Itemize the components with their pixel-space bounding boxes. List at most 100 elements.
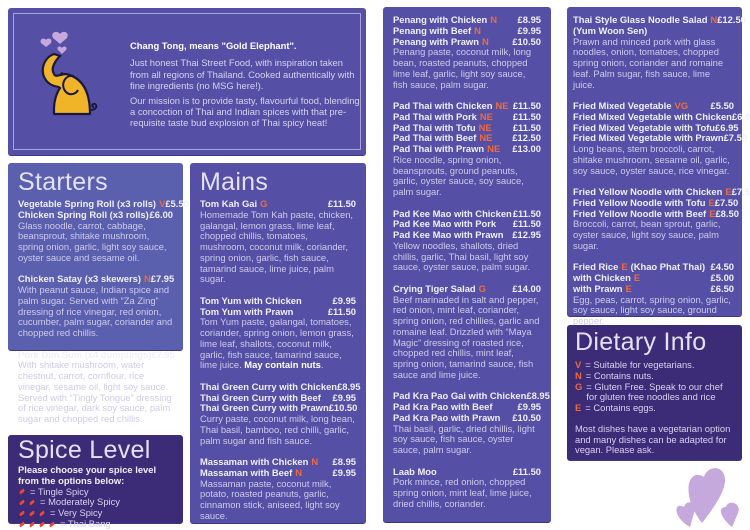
description-text: Homemade Tom Kah paste, chicken, galanga… bbox=[200, 208, 354, 285]
dish-price: £4.50 bbox=[710, 261, 734, 273]
dietary-tag: G bbox=[478, 282, 486, 294]
dish-price: £11.50 bbox=[327, 305, 356, 317]
dish-price: £10.50 bbox=[512, 411, 541, 423]
menu-item-row: with Prawn E £6.50 bbox=[573, 282, 734, 295]
menu-item: Pad Thai with Chicken NE £11.50 Pad Thai wi… bbox=[393, 100, 541, 198]
dish-price: £6.00 bbox=[149, 208, 173, 220]
description-text: Massaman paste, coconut milk, potato, ro… bbox=[200, 477, 340, 521]
dietary-tag: V bbox=[159, 198, 166, 209]
menu-item-row: Pad Kra Pao Gai with Chicken £8.95 bbox=[393, 390, 550, 402]
menu-item-row: Fried Mixed Vegetable VG £5.50 bbox=[573, 100, 734, 112]
chilli-icon: 🌶 bbox=[28, 521, 36, 528]
dish-name: Thai Style Glass Noodle Salad bbox=[573, 14, 708, 25]
dish-name: Pad Kee Mao with Pork bbox=[393, 218, 497, 230]
dietary-tag: N bbox=[490, 14, 498, 25]
dish-name: Fried Rice bbox=[573, 261, 619, 273]
menu-item-row: Penang with Beef N £9.95 bbox=[393, 25, 541, 37]
dish-price: £12.95 bbox=[512, 229, 541, 240]
menu-item-row: Massaman with Beef N £9.95 bbox=[200, 467, 356, 479]
description-text: Rice noodle, spring onion, beansprouts, … bbox=[393, 153, 524, 197]
dietary-tag: N bbox=[143, 273, 151, 285]
dish-description: Long beans, stem broccoli, carrot, shita… bbox=[573, 143, 734, 176]
dish-name: Tom Yum with Prawn bbox=[200, 305, 294, 317]
dish-name-group: Thai Green Curry with Prawn bbox=[200, 402, 329, 414]
menu-item: Laab Moo £11.50 Pork mince, red onion, cho… bbox=[393, 465, 541, 510]
dish-name: Fried Yellow Noodle with Tofu bbox=[573, 196, 706, 208]
menu-item-row: Chicken Spring Roll (x3 rolls) £6.00 bbox=[18, 208, 173, 221]
dish-name-suffix: (Khao Phat Thai) bbox=[630, 261, 706, 273]
chilli-icon: 🌶 bbox=[48, 521, 56, 528]
menu-item-row: Pad Kee Mao with Prawn £12.95 bbox=[393, 229, 541, 241]
menu-item-row: Thai Green Curry with Chicken £8.95 bbox=[200, 381, 360, 393]
dietary-key-row: N = Contains nuts. bbox=[575, 370, 734, 382]
chilli-icon: 🌶 bbox=[38, 521, 46, 528]
dietary-tag: NE bbox=[479, 132, 493, 144]
dietary-key-text: = Gluten Free. Speak to our chef for glu… bbox=[586, 380, 723, 403]
starters-panel: Starters Vegetable Spring Roll (x3 rolls… bbox=[8, 163, 189, 424]
spice-level-row: 🌶🌶 = Moderately Spicy bbox=[18, 496, 173, 508]
menu-item-row: Tom Kah Gai G £11.50 bbox=[200, 198, 356, 210]
menu-item: Tom Kah Gai G £11.50 Homemade Tom Kah paste… bbox=[200, 198, 356, 285]
menu-item: Chicken Satay (x3 skewers) N £7.95 With pea… bbox=[18, 273, 174, 339]
dietary-key-letter: G bbox=[575, 380, 583, 392]
dish-name: Pad Kra Pao with Beef bbox=[393, 401, 493, 412]
spice-label: = Tingle Spicy bbox=[30, 485, 89, 497]
dish-description: Curry paste, coconut milk, long bean, Th… bbox=[200, 413, 356, 446]
dish-name: Pad Thai with Chicken bbox=[393, 100, 493, 111]
spice-label: = Moderately Spicy bbox=[40, 496, 120, 508]
dish-price: £8.50 bbox=[715, 207, 739, 219]
dietary-note: Most dishes have a vegetarian option and… bbox=[575, 422, 731, 456]
dish-name: Pad Kra Pao with Prawn bbox=[393, 411, 501, 423]
dietary-tag: N bbox=[311, 456, 319, 467]
dish-price: £8.95 bbox=[517, 14, 541, 25]
menu-item-row: Thai Green Curry with Beef £9.95 bbox=[200, 392, 356, 404]
menu-item-row: Fried Rice E (Khao Phat Thai) £4.50 bbox=[573, 261, 734, 273]
dish-description: Glass noodle, carrot, cabbage, beansprou… bbox=[18, 220, 173, 264]
dish-price: £11.50 bbox=[512, 207, 541, 219]
menu-item-row: Fried Mixed Vegetable with Tofu £6.95 bbox=[573, 122, 739, 134]
intro-paragraph: Our mission is to provide tasty, flavour… bbox=[130, 94, 360, 129]
dietary-info-panel: Dietary Info V = Suitable for vegetarians… bbox=[567, 325, 742, 460]
dish-name: Laab Moo bbox=[393, 465, 437, 477]
dish-name-group: Thai Green Curry with Chicken bbox=[200, 381, 337, 393]
dish-description: Tom Yum paste, galangal, tomatoes, coria… bbox=[200, 316, 356, 371]
dish-name-group: Tom Yum with Prawn bbox=[200, 305, 294, 318]
dish-name: Pork Dim Sum (x4 dumplings) bbox=[18, 348, 152, 360]
dietary-key-row: E = Contains eggs. bbox=[575, 402, 734, 414]
spice-label: = Very Spicy bbox=[50, 507, 103, 518]
spice-level-row: 🌶🌶🌶= Very Spicy bbox=[18, 507, 173, 519]
dish-description: Homemade Tom Kah paste, chicken, galanga… bbox=[200, 208, 356, 285]
menu-item: Pad Kee Mao with Chicken £11.50 Pad Kee Ma… bbox=[393, 207, 541, 274]
spice-level-row: 🌶🌶🌶🌶= Thai Bang bbox=[18, 518, 173, 530]
dietary-tag: NE bbox=[478, 121, 492, 133]
description-text: Thai basil, garlic, dried chillis, light… bbox=[393, 422, 535, 455]
menu-item: Thai Style Glass Noodle Salad N £12.50 (Yum… bbox=[573, 14, 746, 90]
dish-price: £12.50 bbox=[717, 14, 746, 25]
dish-name: Tom Kah Gai bbox=[200, 198, 258, 209]
dietary-tag: E bbox=[625, 282, 632, 294]
dish-name-group: Chicken Spring Roll (x3 rolls) bbox=[18, 209, 149, 221]
chilli-icon: 🌶 bbox=[38, 510, 46, 517]
dish-name-group: Pork Dim Sum (x4 dumplings) bbox=[18, 348, 152, 361]
menu-item-row: Pad Thai with Chicken NE £11.50 bbox=[393, 100, 541, 112]
dietary-tag: N bbox=[710, 14, 718, 25]
dish-price: £10.50 bbox=[512, 35, 541, 47]
description-text: Broccoli, carrot, bean sprout, garlic, o… bbox=[573, 218, 721, 251]
dish-name-group: Penang with Prawn N bbox=[393, 36, 489, 48]
menu-item: Massaman with Chicken N £8.95 Massaman with… bbox=[200, 456, 356, 522]
description-text: Egg, peas, carrot, spring onion, garlic,… bbox=[573, 293, 731, 326]
dish-name-group: Pad Kee Mao with Chicken bbox=[393, 208, 512, 220]
description-text: Beef marinaded in salt and pepper, red o… bbox=[393, 293, 540, 380]
dietary-tag: VG bbox=[674, 100, 689, 111]
dietary-tag: E bbox=[708, 196, 715, 208]
menu-item-row: Pad Kee Mao with Chicken £11.50 bbox=[393, 207, 541, 220]
dietary-key-text: = Suitable for vegetarians. bbox=[585, 359, 695, 370]
chilli-icon: 🌶 bbox=[18, 499, 26, 506]
dish-price: £6.95 bbox=[715, 121, 739, 133]
dish-price: £11.50 bbox=[512, 218, 541, 230]
dish-price: £5.50 bbox=[710, 100, 734, 111]
menu-item-row: Pad Thai with Tofu NE £11.50 bbox=[393, 121, 541, 134]
dish-name-group: Pad Kee Mao with Pork bbox=[393, 218, 497, 230]
dietary-key-text: = Contains eggs. bbox=[585, 402, 656, 413]
dish-price: £11.50 bbox=[512, 100, 541, 111]
